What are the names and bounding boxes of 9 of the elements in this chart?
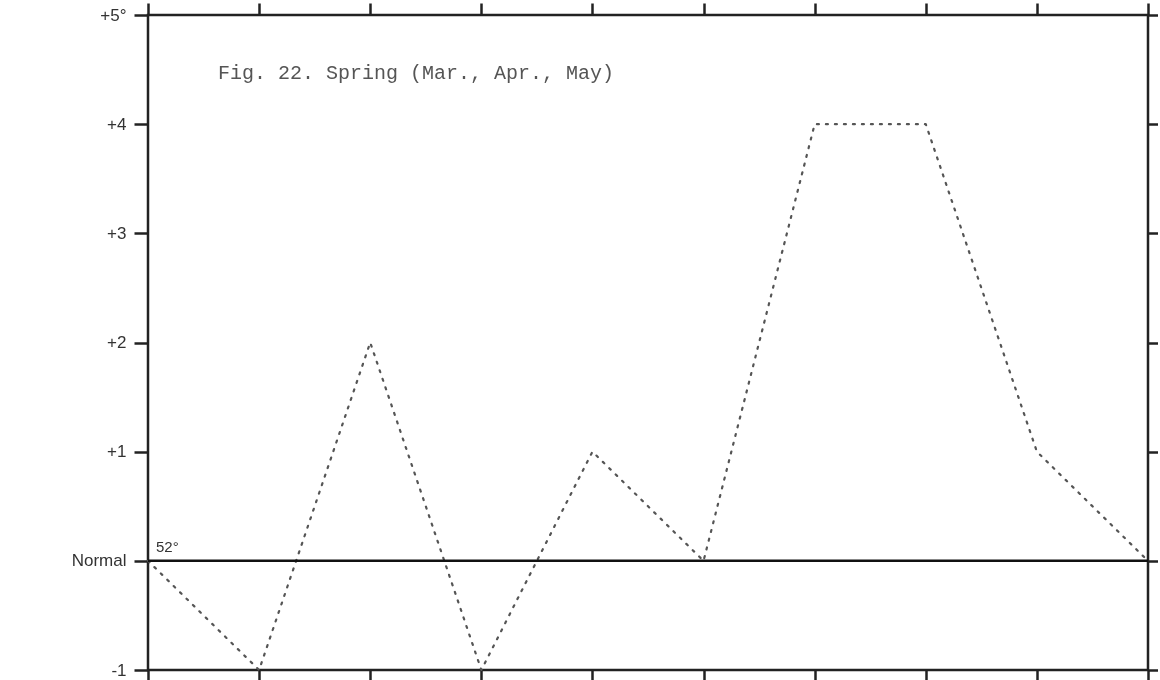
y-tick-label: +4 xyxy=(107,114,127,134)
text: Fig. 22. Spring (Mar., Apr., May) xyxy=(218,62,615,85)
annotation: 52° xyxy=(156,538,179,555)
y-tick-label: -1 xyxy=(111,660,127,680)
y-tick-label: +3 xyxy=(107,223,127,243)
y-tick-label: Normal xyxy=(71,551,127,571)
y-tick-label: +1 xyxy=(107,442,127,462)
y-tick-label: +2 xyxy=(107,333,127,352)
y-tick-label: +5° xyxy=(100,5,127,25)
